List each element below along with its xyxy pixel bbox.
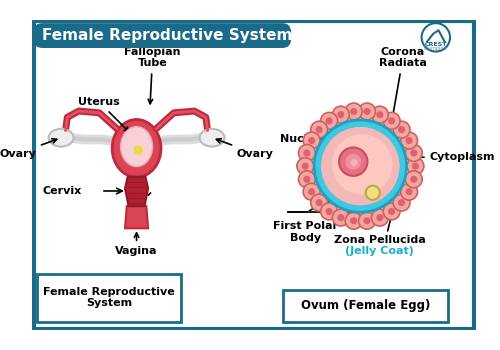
Text: First Polar
Body: First Polar Body xyxy=(274,221,338,243)
Circle shape xyxy=(376,214,384,221)
Circle shape xyxy=(376,111,384,118)
Circle shape xyxy=(406,171,422,188)
Circle shape xyxy=(314,120,406,212)
Circle shape xyxy=(322,127,400,205)
Circle shape xyxy=(388,208,395,215)
Circle shape xyxy=(320,203,338,220)
Circle shape xyxy=(350,159,358,166)
Text: Vagina: Vagina xyxy=(116,233,158,256)
Circle shape xyxy=(400,132,417,149)
Text: Cervix: Cervix xyxy=(42,186,82,196)
Polygon shape xyxy=(125,206,148,228)
Ellipse shape xyxy=(120,127,152,167)
Circle shape xyxy=(346,212,362,229)
Circle shape xyxy=(316,199,322,206)
Text: CREST: CREST xyxy=(424,42,447,47)
FancyBboxPatch shape xyxy=(283,289,448,322)
FancyBboxPatch shape xyxy=(34,21,474,329)
Circle shape xyxy=(372,209,388,226)
Circle shape xyxy=(326,117,332,124)
Circle shape xyxy=(358,103,376,120)
Circle shape xyxy=(326,208,332,215)
Circle shape xyxy=(332,106,349,123)
Text: Ovum (Female Egg): Ovum (Female Egg) xyxy=(301,299,430,312)
Circle shape xyxy=(383,112,400,129)
Circle shape xyxy=(398,126,405,133)
Circle shape xyxy=(297,158,314,175)
Circle shape xyxy=(350,217,358,224)
Text: Female Reproductive
System: Female Reproductive System xyxy=(43,287,175,308)
Text: Cytoplasm: Cytoplasm xyxy=(404,152,495,162)
Circle shape xyxy=(366,186,380,200)
Circle shape xyxy=(304,176,310,183)
Circle shape xyxy=(398,199,405,206)
Circle shape xyxy=(407,158,424,175)
Circle shape xyxy=(372,106,388,123)
Text: Uterus: Uterus xyxy=(78,97,129,132)
Circle shape xyxy=(412,162,419,170)
Circle shape xyxy=(303,132,320,149)
Circle shape xyxy=(298,171,316,188)
Circle shape xyxy=(332,134,392,195)
Text: Nucleus: Nucleus xyxy=(280,134,338,155)
Text: Female Reproductive System: Female Reproductive System xyxy=(42,28,293,43)
Circle shape xyxy=(393,121,410,138)
Circle shape xyxy=(383,203,400,220)
Ellipse shape xyxy=(112,119,161,177)
Ellipse shape xyxy=(200,129,224,147)
Circle shape xyxy=(320,112,338,129)
Circle shape xyxy=(406,188,412,195)
Circle shape xyxy=(310,121,328,138)
Circle shape xyxy=(400,183,417,200)
Circle shape xyxy=(322,127,400,205)
Ellipse shape xyxy=(330,137,394,199)
Circle shape xyxy=(358,212,376,229)
FancyBboxPatch shape xyxy=(37,274,181,322)
Circle shape xyxy=(350,108,358,115)
Text: Ovary: Ovary xyxy=(216,139,274,159)
Circle shape xyxy=(410,176,418,183)
Circle shape xyxy=(346,103,362,120)
Circle shape xyxy=(406,137,412,144)
Circle shape xyxy=(410,149,418,156)
Circle shape xyxy=(302,162,309,170)
Circle shape xyxy=(345,154,361,170)
Circle shape xyxy=(338,214,344,221)
Text: Fallopian
Tube: Fallopian Tube xyxy=(124,47,181,104)
Circle shape xyxy=(422,23,450,51)
Polygon shape xyxy=(125,177,148,206)
Circle shape xyxy=(406,145,422,161)
Circle shape xyxy=(393,194,410,211)
Circle shape xyxy=(298,145,316,161)
FancyBboxPatch shape xyxy=(34,23,291,48)
Circle shape xyxy=(303,183,320,200)
Circle shape xyxy=(339,147,368,176)
Circle shape xyxy=(364,217,370,224)
Circle shape xyxy=(338,111,344,118)
Text: Zona Pellucida: Zona Pellucida xyxy=(334,236,426,245)
Circle shape xyxy=(332,209,349,226)
Ellipse shape xyxy=(48,129,74,147)
Text: Ovary: Ovary xyxy=(0,139,56,159)
Circle shape xyxy=(308,188,315,195)
Circle shape xyxy=(388,117,395,124)
Text: Corona
Radiata: Corona Radiata xyxy=(379,47,427,119)
Circle shape xyxy=(304,149,310,156)
Circle shape xyxy=(308,137,315,144)
Text: (Jelly Coat): (Jelly Coat) xyxy=(346,246,414,256)
Text: Olympiad: Olympiad xyxy=(424,46,448,50)
Circle shape xyxy=(316,126,322,133)
Circle shape xyxy=(134,146,142,154)
Circle shape xyxy=(364,108,370,115)
Circle shape xyxy=(310,194,328,211)
